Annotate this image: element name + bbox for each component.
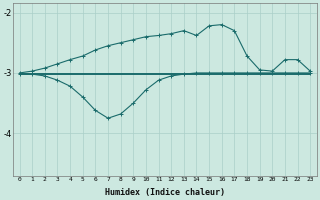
X-axis label: Humidex (Indice chaleur): Humidex (Indice chaleur) <box>105 188 225 197</box>
